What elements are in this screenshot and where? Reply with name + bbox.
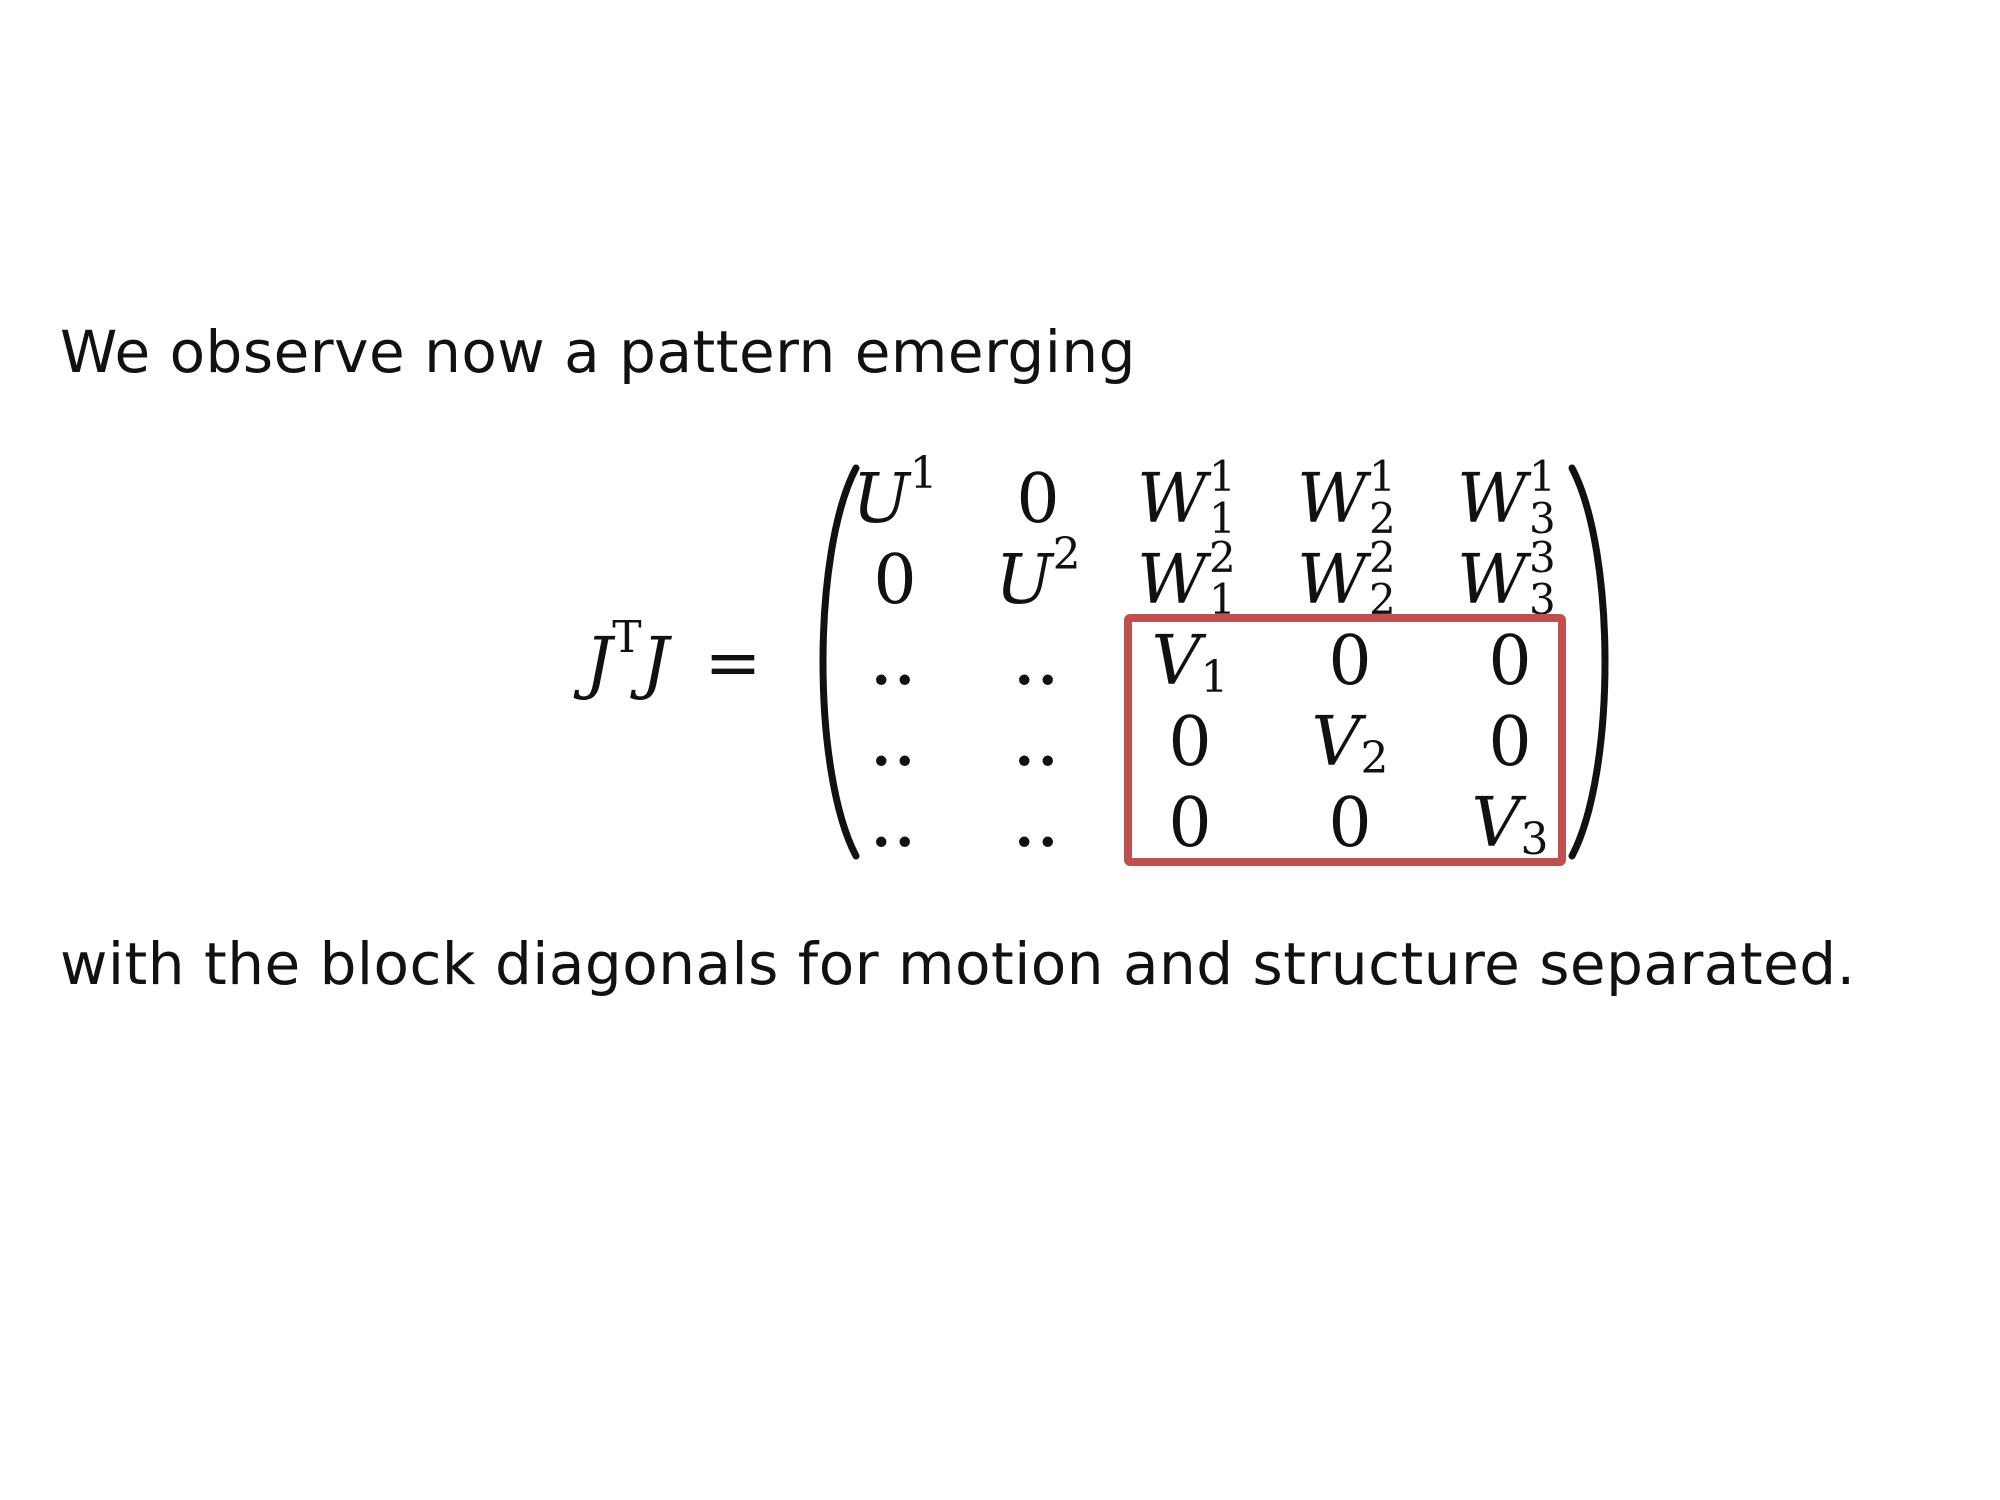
matrix-cell-r5-c4: 0	[1270, 790, 1430, 858]
cell-base: V	[1471, 784, 1521, 863]
matrix-cell-r4-c3: 0	[1110, 709, 1270, 777]
cell-base: 0	[1488, 703, 1532, 782]
cell-superscript: 1	[909, 448, 938, 499]
matrix-cell-r5-c3: 0	[1110, 790, 1270, 858]
cell-subscript: 3	[1528, 575, 1556, 624]
cell-subscript: 3	[1528, 494, 1556, 543]
equation-lhs: JTJ =	[585, 616, 762, 698]
matrix-cell-r4-c2: ..	[958, 709, 1118, 777]
cell-base: ..	[1014, 632, 1062, 698]
cell-superscript: 1	[1528, 452, 1556, 501]
cell-base: 0	[1328, 784, 1372, 863]
right-parenthesis	[1568, 464, 1609, 860]
cell-subscript: 2	[1368, 494, 1396, 543]
matrix-cell-r4-c1: ..	[815, 709, 975, 777]
lhs-base2: J	[641, 624, 669, 703]
cell-base: U	[852, 460, 910, 539]
matrix-cell-r5-c2: ..	[958, 790, 1118, 858]
cell-subscript: 1	[1208, 494, 1236, 543]
cell-base: ..	[871, 632, 919, 698]
matrix-cell-r2-c2: U2	[958, 533, 1118, 615]
cell-base: ..	[871, 713, 919, 779]
cell-base: 0	[1016, 460, 1060, 539]
cell-base: 0	[1168, 784, 1212, 863]
cell-base: ..	[871, 794, 919, 860]
lhs-base: J	[585, 624, 613, 703]
cell-base: W	[1297, 541, 1367, 620]
cell-base: W	[1137, 460, 1207, 539]
matrix-cell-r3-c4: 0	[1270, 628, 1430, 696]
cell-superscript: 2	[1052, 529, 1081, 580]
cell-superscript: 3	[1528, 533, 1556, 582]
cell-subscript: 3	[1520, 814, 1549, 865]
cell-base: W	[1297, 460, 1367, 539]
cell-base: V	[1151, 622, 1201, 701]
cell-superscript: 1	[1368, 452, 1396, 501]
cell-base: 0	[1168, 703, 1212, 782]
matrix-cell-r3-c3: V1	[1110, 628, 1270, 700]
matrix-cell-r1-c1: U1	[815, 452, 975, 534]
cell-base: W	[1137, 541, 1207, 620]
cell-subscript: 2	[1368, 575, 1396, 624]
outro-text: with the block diagonals for motion and …	[60, 930, 1856, 998]
cell-superscript: 2	[1368, 533, 1396, 582]
matrix-cell-r1-c2: 0	[958, 466, 1118, 534]
matrix-cell-r5-c5: V3	[1430, 790, 1590, 862]
cell-subscript: 1	[1208, 575, 1236, 624]
lhs-sup: T	[612, 612, 642, 663]
cell-base: 0	[1328, 622, 1372, 701]
matrix-cell-r3-c5: 0	[1430, 628, 1590, 696]
matrix-cell-r4-c5: 0	[1430, 709, 1590, 777]
cell-base: ..	[1014, 713, 1062, 779]
intro-text: We observe now a pattern emerging	[60, 318, 1136, 386]
cell-base: ..	[1014, 794, 1062, 860]
cell-base: V	[1311, 703, 1361, 782]
cell-superscript: 1	[1208, 452, 1236, 501]
equals-sign: =	[704, 624, 762, 703]
highlight-box	[1124, 614, 1566, 866]
matrix-cell-r3-c2: ..	[958, 628, 1118, 696]
cell-base: 0	[873, 541, 917, 620]
cell-subscript: 2	[1360, 733, 1389, 784]
cell-base: U	[995, 541, 1053, 620]
cell-base: W	[1457, 460, 1527, 539]
cell-base: 0	[1488, 622, 1532, 701]
left-parenthesis	[819, 464, 860, 860]
matrix-cell-r3-c1: ..	[815, 628, 975, 696]
cell-base: W	[1457, 541, 1527, 620]
cell-superscript: 2	[1208, 533, 1236, 582]
matrix-cell-r5-c1: ..	[815, 790, 975, 858]
cell-subscript: 1	[1200, 652, 1229, 703]
matrix-cell-r2-c1: 0	[815, 547, 975, 615]
matrix-cell-r4-c4: V2	[1270, 709, 1430, 781]
